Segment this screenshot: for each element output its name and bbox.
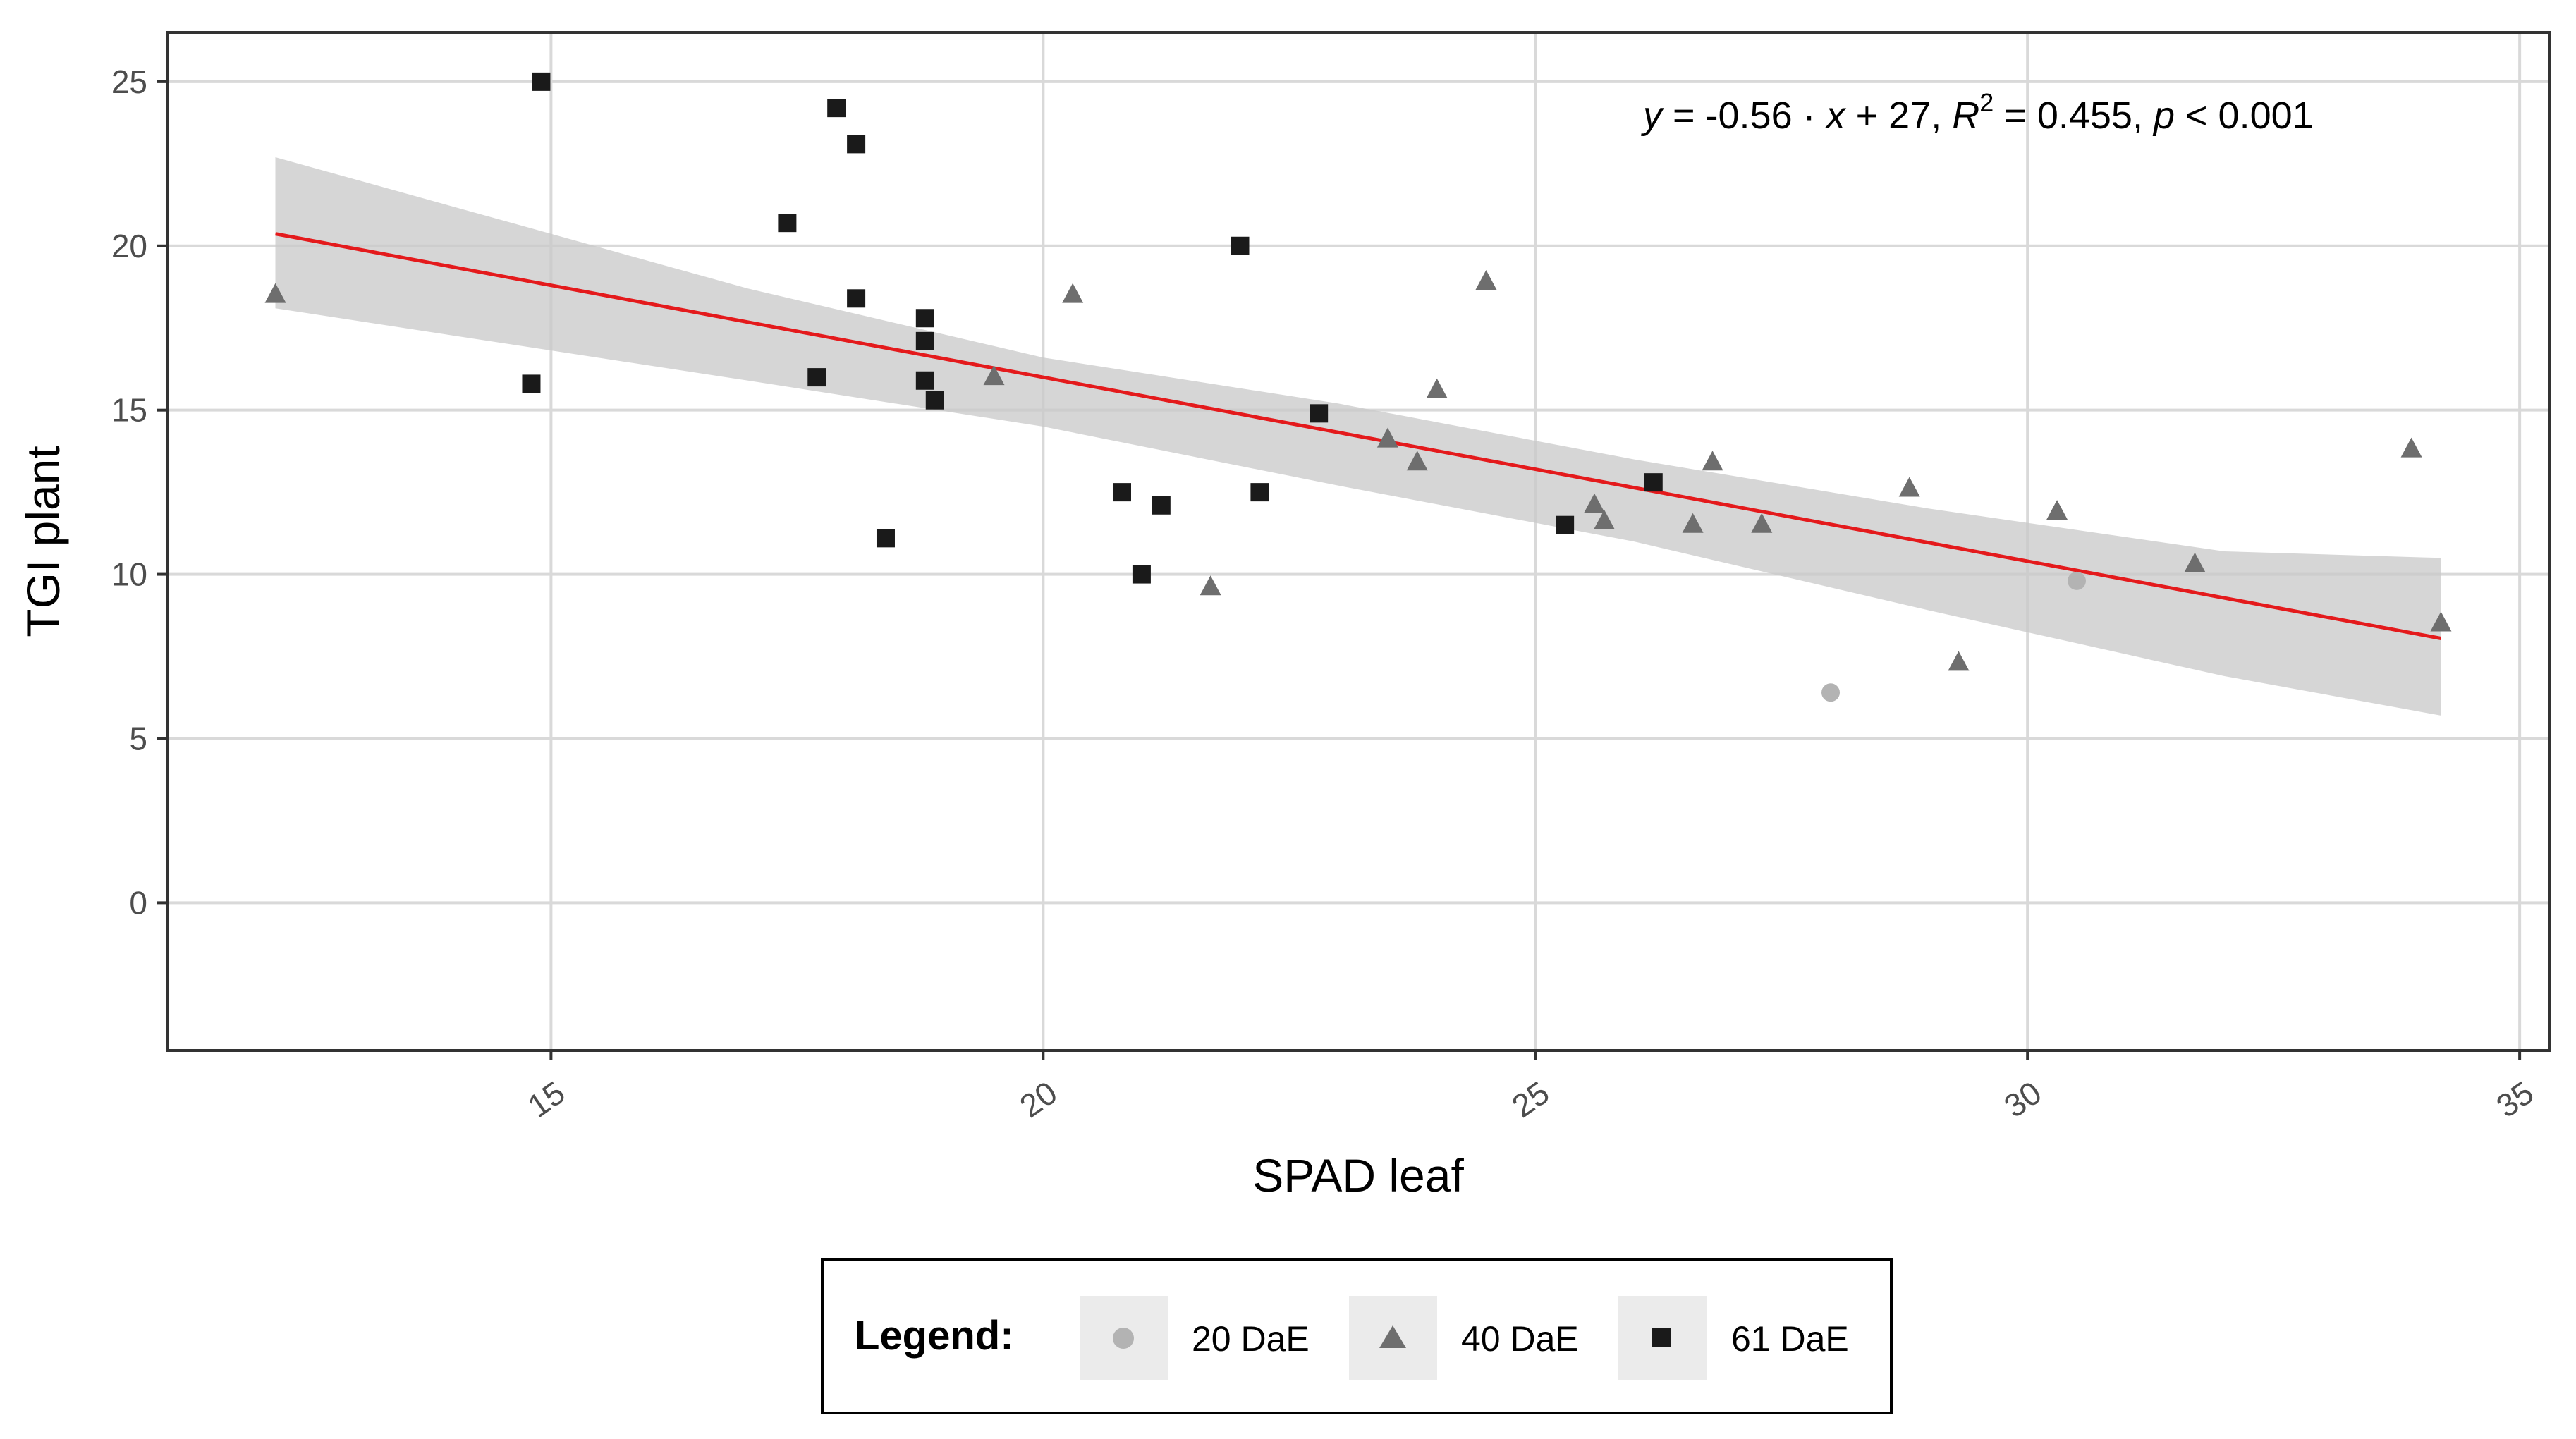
regression-fit-line xyxy=(275,232,2441,640)
annotation-rest: + 27, xyxy=(1845,94,1953,137)
point-40-dae xyxy=(1426,378,1448,398)
point-40-dae xyxy=(983,365,1005,386)
x-axis-title: SPAD leaf xyxy=(1252,1149,1464,1201)
annotation-pv: < 0.001 xyxy=(2175,94,2314,137)
point-61-dae xyxy=(847,289,866,308)
y-axis-title: TGI plant xyxy=(17,446,69,637)
x-tick-label: 20 xyxy=(1013,1074,1064,1125)
y-tick-label: 0 xyxy=(129,884,147,921)
y-axis-ticks: 0 5 10 15 20 25 xyxy=(111,63,167,921)
annotation-eq: = -0.56 · xyxy=(1662,94,1826,137)
point-61-dae xyxy=(1250,483,1269,502)
point-20-dae xyxy=(2067,571,2086,590)
point-40-dae xyxy=(1406,451,1428,471)
point-61-dae xyxy=(1310,404,1329,423)
annotation-sup: 2 xyxy=(1979,88,1994,117)
y-tick-label: 10 xyxy=(111,556,147,593)
point-40-dae xyxy=(1200,575,1221,596)
y-tick-label: 20 xyxy=(111,228,147,264)
x-tick-label: 15 xyxy=(521,1074,572,1125)
point-61-dae xyxy=(847,135,866,154)
x-axis-ticks: 15 20 25 30 35 xyxy=(521,1051,2540,1125)
point-40-dae xyxy=(1376,427,1398,448)
point-61-dae xyxy=(915,371,934,390)
point-40-dae xyxy=(264,283,286,303)
point-40-dae xyxy=(1948,651,1970,671)
point-61-dae xyxy=(915,331,934,350)
legend-symbol-40 xyxy=(1379,1325,1406,1348)
point-20-dae xyxy=(1821,683,1841,702)
point-40-dae xyxy=(1475,270,1497,290)
plot-border xyxy=(166,31,2551,1052)
point-61-dae xyxy=(778,214,797,233)
plot-background xyxy=(167,32,2549,1051)
y-tick-label: 15 xyxy=(111,392,147,429)
legend-symbol-20 xyxy=(1113,1328,1134,1349)
point-61-dae xyxy=(1152,496,1171,515)
legend-label-61: 61 DaE xyxy=(1731,1319,1849,1359)
point-61-dae xyxy=(1644,473,1663,492)
point-61-dae xyxy=(1556,515,1575,534)
point-61-dae xyxy=(1231,236,1250,255)
y-tick-label: 5 xyxy=(129,720,147,757)
point-40-dae xyxy=(1898,477,1920,497)
point-61-dae xyxy=(827,99,846,118)
point-61-dae xyxy=(522,374,541,393)
point-40-dae xyxy=(1062,283,1084,303)
point-40-dae xyxy=(1751,513,1773,533)
annotation-p: p xyxy=(2152,94,2175,137)
point-61-dae xyxy=(925,391,944,410)
legend-label-40: 40 DaE xyxy=(1461,1319,1579,1359)
legend-symbol-61 xyxy=(1652,1328,1671,1347)
point-40-dae xyxy=(1682,513,1704,533)
point-40-dae xyxy=(2046,500,2068,520)
point-61-dae xyxy=(1132,565,1151,584)
point-61-dae xyxy=(807,368,826,387)
point-40-dae xyxy=(1593,510,1615,530)
data-points xyxy=(264,72,2452,702)
regression-line xyxy=(275,232,2441,640)
regression-annotation: y = -0.56 · x + 27, R2 = 0.455, p < 0.00… xyxy=(1640,88,2314,137)
point-40-dae xyxy=(2430,611,2452,632)
annotation-r2: = 0.455, xyxy=(1994,94,2154,137)
point-40-dae xyxy=(2184,552,2206,572)
annotation-x: x xyxy=(1824,94,1847,137)
x-tick-label: 35 xyxy=(2489,1074,2540,1125)
y-tick-label: 25 xyxy=(111,63,147,100)
x-tick-label: 30 xyxy=(1997,1074,2048,1125)
point-61-dae xyxy=(532,72,551,91)
annotation-r: R xyxy=(1952,94,1979,137)
point-61-dae xyxy=(876,529,895,548)
annotation-y: y xyxy=(1640,94,1664,137)
x-tick-label: 25 xyxy=(1506,1074,1556,1125)
point-40-dae xyxy=(2400,437,2422,458)
legend-title: Legend: xyxy=(855,1313,1014,1359)
point-40-dae xyxy=(1702,451,1723,471)
point-61-dae xyxy=(915,309,934,328)
point-61-dae xyxy=(1112,483,1131,502)
legend-label-20: 20 DaE xyxy=(1192,1319,1310,1359)
point-40-dae xyxy=(1584,493,1606,513)
legend: Legend: 20 DaE 40 DaE 61 DaE xyxy=(821,1258,1893,1414)
